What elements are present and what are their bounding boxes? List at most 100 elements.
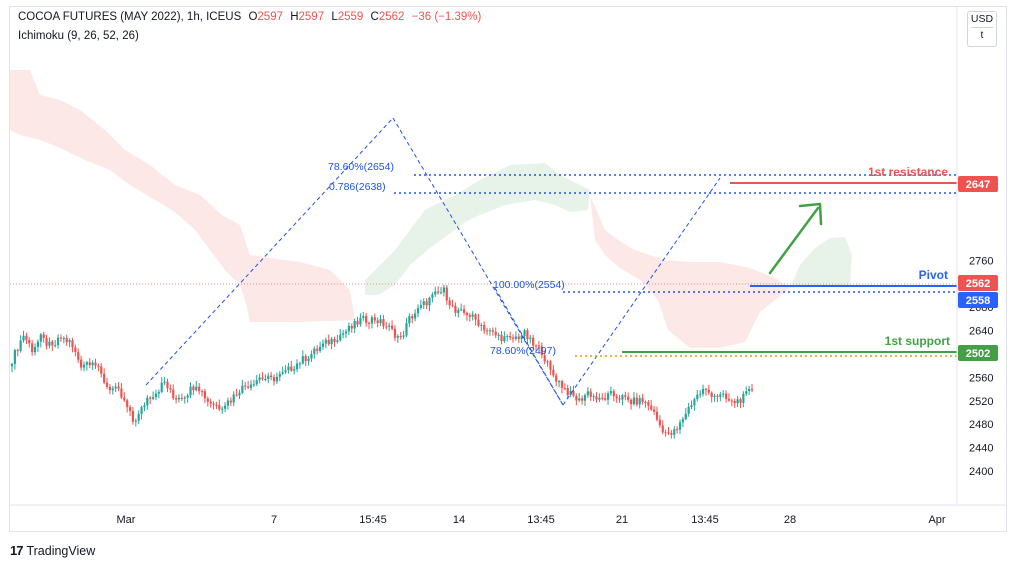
candle-body <box>278 373 281 377</box>
candle <box>149 395 152 405</box>
candle-body <box>62 337 65 339</box>
candle-body <box>85 362 88 365</box>
time-axis[interactable]: Mar 7 15:45 14 13:45 21 13:45 28 Apr <box>117 514 946 526</box>
candle-body <box>154 393 158 398</box>
candle <box>200 389 204 397</box>
candle <box>388 322 391 331</box>
candle-body <box>114 386 117 389</box>
candle <box>376 317 379 328</box>
candle <box>543 351 546 365</box>
candle <box>339 328 342 342</box>
candle <box>540 342 543 359</box>
candle <box>290 360 293 372</box>
candle <box>405 318 408 338</box>
symbol-title[interactable]: COCOA FUTURES (MAY 2022), 1h, ICEUS <box>18 11 242 23</box>
fib-label-c: 100.00%(2554) <box>493 279 565 291</box>
candle <box>249 380 253 391</box>
change-value: −36 (−1.39%) <box>411 11 482 23</box>
currency-label: USD <box>970 13 994 25</box>
candle <box>103 368 106 385</box>
candle <box>627 392 630 403</box>
chart-header: COCOA FUTURES (MAY 2022), 1h, ICEUS O259… <box>18 11 481 23</box>
candle <box>316 345 319 355</box>
candle-body <box>59 337 63 339</box>
low-value: 2559 <box>337 11 364 23</box>
candle-body <box>131 410 135 422</box>
candle <box>454 302 457 317</box>
candle-body <box>356 321 359 325</box>
brand-name: TradingView <box>26 543 96 558</box>
candle-body <box>560 381 564 388</box>
candle-body <box>365 315 368 323</box>
candle <box>572 385 575 398</box>
candle-body <box>183 397 186 399</box>
candle-body <box>321 343 325 347</box>
candle <box>621 394 624 406</box>
candle-body <box>77 352 80 360</box>
candle <box>221 406 224 414</box>
candle-body <box>200 391 204 393</box>
candle-body <box>80 359 83 368</box>
candle-body <box>624 395 627 397</box>
indicator-legend[interactable]: Ichimoku (9, 26, 52, 26) <box>18 30 139 42</box>
candle <box>529 334 532 344</box>
candle <box>739 397 742 409</box>
candle-body <box>108 386 111 391</box>
candle <box>293 365 296 375</box>
candle-body <box>123 397 126 401</box>
candle-body <box>160 382 163 392</box>
candle <box>281 366 284 376</box>
candle <box>77 348 80 363</box>
candle <box>114 382 117 392</box>
candle <box>517 333 520 344</box>
ichimoku-cloud-bullish <box>365 163 590 295</box>
candle <box>373 313 376 324</box>
candle-body <box>189 386 192 396</box>
candle <box>681 416 684 428</box>
candle-body <box>347 326 350 332</box>
candle-body <box>497 334 500 336</box>
candle-body <box>117 386 120 389</box>
candle-body <box>419 304 422 308</box>
candle <box>557 379 561 388</box>
candle-body <box>388 325 391 327</box>
open-value: 2597 <box>257 11 283 23</box>
candle <box>195 380 198 392</box>
candle <box>670 429 673 439</box>
candle-body <box>51 341 54 346</box>
currency-selector[interactable]: USD t <box>967 11 997 47</box>
candle-body <box>272 377 276 382</box>
candle <box>635 392 638 407</box>
candle-body <box>442 287 446 293</box>
candle <box>653 405 656 416</box>
candle-body <box>733 400 736 404</box>
candle-body <box>699 393 702 395</box>
candle <box>448 297 451 310</box>
candle-body <box>563 387 566 389</box>
resistance-price-value: 2647 <box>966 179 990 191</box>
candle <box>212 401 215 410</box>
candle <box>278 371 281 382</box>
candle <box>62 336 65 344</box>
candle-body <box>140 407 143 414</box>
candle-body <box>39 334 42 342</box>
candle <box>552 364 555 378</box>
time-tick-label: 13:45 <box>527 514 555 526</box>
candle <box>229 397 232 407</box>
candle <box>506 334 509 342</box>
candle-body <box>88 362 91 366</box>
candle <box>157 389 160 399</box>
candle <box>97 363 100 372</box>
pivot-price-value: 2562 <box>966 278 990 290</box>
high-value: 2597 <box>298 11 325 23</box>
candle-body <box>270 375 273 378</box>
time-tick-label: 21 <box>616 514 628 526</box>
candle-body <box>235 394 238 396</box>
candle-body <box>722 393 725 395</box>
candle <box>468 312 471 322</box>
candle <box>255 374 258 387</box>
candle <box>606 391 610 405</box>
resistance-price-tag: 2647 <box>958 176 998 192</box>
tradingview-brand[interactable]: 17 TradingView <box>10 543 95 558</box>
